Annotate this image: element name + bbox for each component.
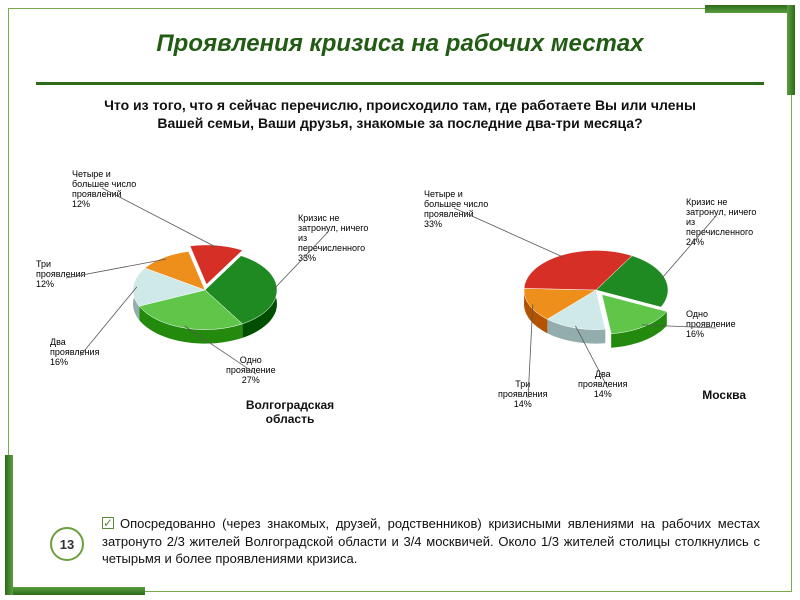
conclusion-text: Опосредованно (через знакомых, друзей, р… [102, 515, 760, 568]
chart-moscow: Кризис не затронул, ничего из перечислен… [406, 162, 770, 432]
region-label-moscow: Москва [702, 388, 746, 402]
survey-question: Что из того, что я сейчас перечислю, про… [80, 96, 720, 132]
conclusion-block: 13 Опосредованно (через знакомых, друзей… [50, 515, 760, 568]
page-title: Проявления кризиса на рабочих местах [0, 30, 800, 58]
title-underline [36, 82, 764, 85]
conclusion-body: Опосредованно (через знакомых, друзей, р… [102, 516, 760, 566]
region-label-volgograd: Волгоградская область [230, 398, 350, 426]
charts-container: Кризис не затронул, ничего из перечислен… [30, 162, 770, 432]
checkmark-icon [102, 517, 114, 529]
page-number-badge: 13 [50, 527, 84, 561]
chart-volgograd: Кризис не затронул, ничего из перечислен… [30, 162, 394, 432]
